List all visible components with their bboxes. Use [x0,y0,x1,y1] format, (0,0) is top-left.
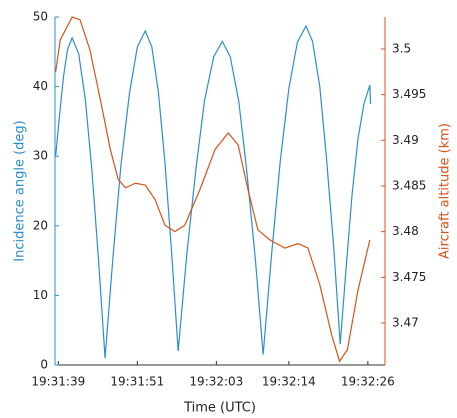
y-tick-label: 20 [33,218,48,232]
x-tick-label: 19:32:26 [341,375,395,389]
y-axis-label: Incidence angle (deg) [13,120,28,261]
x-tick-label: 19:31:51 [110,375,164,389]
y2-tick-label: 3.48 [392,224,419,238]
y2-tick-label: 3.49 [392,133,419,147]
y2-tick-label: 3.485 [392,178,426,192]
y-tick-label: 40 [33,79,48,93]
x-axis-label: Time (UTC) [183,401,256,416]
y-tick-label: 10 [33,288,48,302]
y-tick-label: 0 [40,358,48,372]
x-tick-label: 19:31:39 [31,375,85,389]
x-tick-label: 19:32:14 [262,375,316,389]
data-line [55,24,372,359]
y2-tick-label: 3.47 [392,315,419,329]
y2-tick-label: 3.495 [392,87,426,101]
x-tick-label: 19:32:03 [189,375,243,389]
y2-tick-label: 3.5 [392,41,411,55]
y-tick-label: 50 [33,10,48,24]
y-tick-label: 30 [33,149,48,163]
y2-tick-label: 3.475 [392,270,426,284]
y2-axis-label: Aircraft altitude (km) [438,123,453,259]
data-line [55,16,371,363]
